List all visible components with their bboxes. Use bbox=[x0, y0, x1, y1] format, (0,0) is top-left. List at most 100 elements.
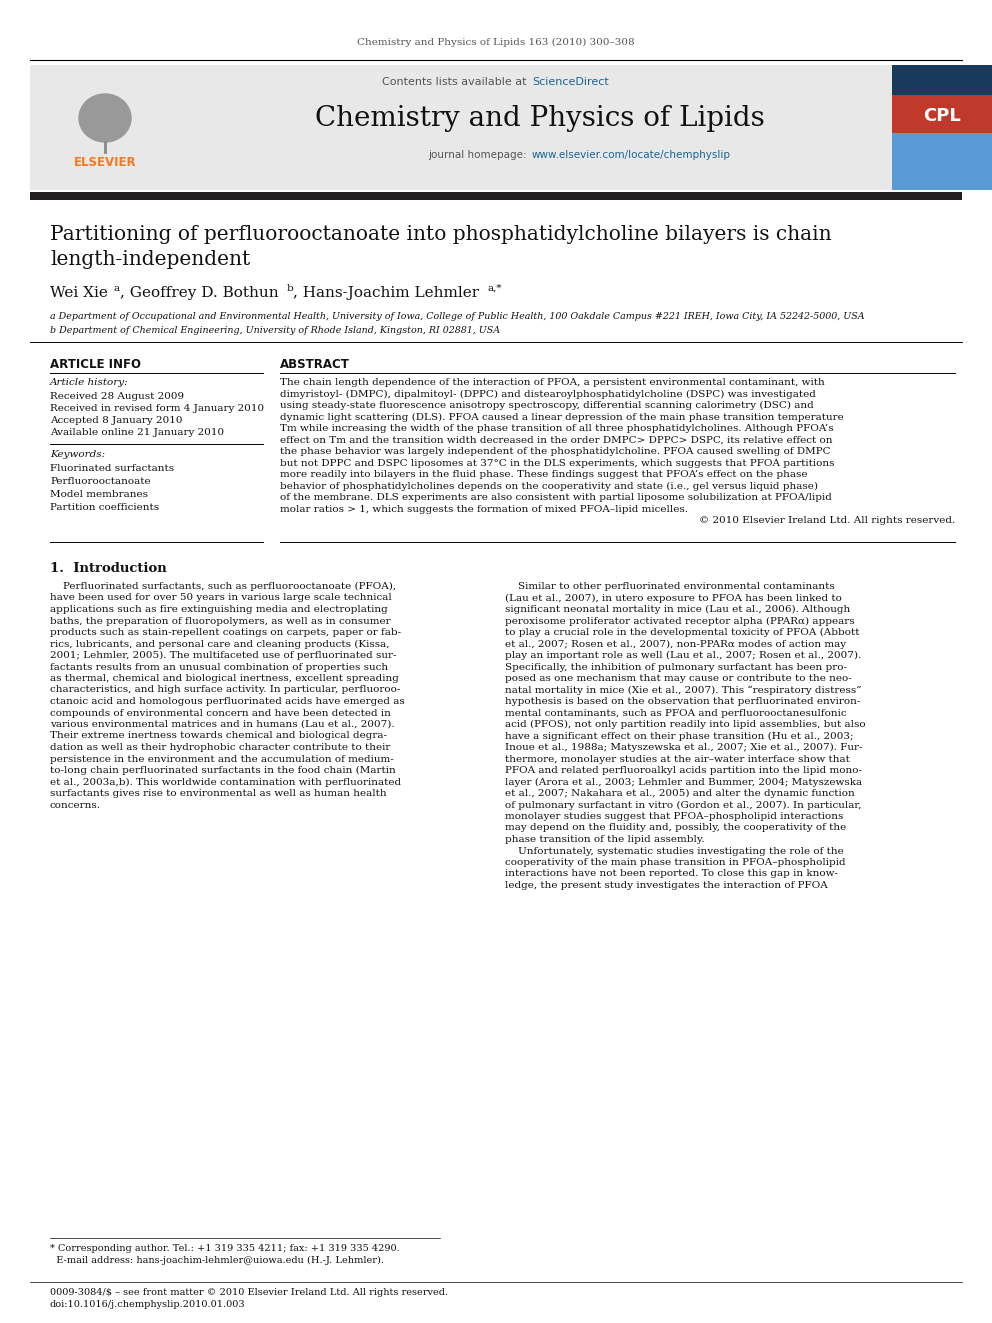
Text: concerns.: concerns. bbox=[50, 800, 101, 810]
Text: a,*: a,* bbox=[488, 284, 503, 292]
Text: products such as stain-repellent coatings on carpets, paper or fab-: products such as stain-repellent coating… bbox=[50, 628, 401, 636]
Text: ARTICLE INFO: ARTICLE INFO bbox=[50, 359, 141, 370]
Text: ledge, the present study investigates the interaction of PFOA: ledge, the present study investigates th… bbox=[505, 881, 827, 890]
Text: et al., 2003a,b). This worldwide contamination with perfluorinated: et al., 2003a,b). This worldwide contami… bbox=[50, 778, 401, 787]
Text: * Corresponding author. Tel.: +1 319 335 4211; fax: +1 319 335 4290.: * Corresponding author. Tel.: +1 319 335… bbox=[50, 1244, 400, 1253]
Text: rics, lubricants, and personal care and cleaning products (Kissa,: rics, lubricants, and personal care and … bbox=[50, 639, 390, 648]
FancyBboxPatch shape bbox=[892, 95, 992, 134]
Text: compounds of environmental concern and have been detected in: compounds of environmental concern and h… bbox=[50, 709, 391, 717]
Text: have been used for over 50 years in various large scale technical: have been used for over 50 years in vari… bbox=[50, 594, 392, 602]
Text: CPL: CPL bbox=[924, 107, 961, 124]
FancyBboxPatch shape bbox=[892, 65, 992, 191]
Text: as thermal, chemical and biological inertness, excellent spreading: as thermal, chemical and biological iner… bbox=[50, 673, 399, 683]
Text: thermore, monolayer studies at the air–water interface show that: thermore, monolayer studies at the air–w… bbox=[505, 754, 850, 763]
Text: 0009-3084/$ – see front matter © 2010 Elsevier Ireland Ltd. All rights reserved.: 0009-3084/$ – see front matter © 2010 El… bbox=[50, 1289, 448, 1297]
Text: E-mail address: hans-joachim-lehmler@uiowa.edu (H.-J. Lehmler).: E-mail address: hans-joachim-lehmler@uio… bbox=[50, 1256, 384, 1265]
Text: significant neonatal mortality in mice (Lau et al., 2006). Although: significant neonatal mortality in mice (… bbox=[505, 605, 850, 614]
Text: et al., 2007; Nakahara et al., 2005) and alter the dynamic function: et al., 2007; Nakahara et al., 2005) and… bbox=[505, 789, 855, 798]
Text: Chemistry and Physics of Lipids 163 (2010) 300–308: Chemistry and Physics of Lipids 163 (201… bbox=[357, 37, 635, 46]
Text: Perfluorooctanoate: Perfluorooctanoate bbox=[50, 478, 151, 486]
Text: more readily into bilayers in the fluid phase. These findings suggest that PFOA’: more readily into bilayers in the fluid … bbox=[280, 470, 807, 479]
Text: layer (Arora et al., 2003; Lehmler and Bummer, 2004; Matyszewska: layer (Arora et al., 2003; Lehmler and B… bbox=[505, 778, 862, 787]
Text: ctanoic acid and homologous perfluorinated acids have emerged as: ctanoic acid and homologous perfluorinat… bbox=[50, 697, 405, 706]
Text: , Hans-Joachim Lehmler: , Hans-Joachim Lehmler bbox=[293, 286, 479, 300]
Text: dation as well as their hydrophobic character contribute to their: dation as well as their hydrophobic char… bbox=[50, 744, 391, 751]
Text: Model membranes: Model membranes bbox=[50, 490, 148, 499]
Text: the phase behavior was largely independent of the phosphatidylcholine. PFOA caus: the phase behavior was largely independe… bbox=[280, 447, 830, 456]
Text: mental contaminants, such as PFOA and perfluorooctanesulfonic: mental contaminants, such as PFOA and pe… bbox=[505, 709, 846, 717]
Text: interactions have not been reported. To close this gap in know-: interactions have not been reported. To … bbox=[505, 869, 838, 878]
Text: have a significant effect on their phase transition (Hu et al., 2003;: have a significant effect on their phase… bbox=[505, 732, 853, 741]
Text: natal mortality in mice (Xie et al., 2007). This “respiratory distress”: natal mortality in mice (Xie et al., 200… bbox=[505, 685, 862, 695]
FancyBboxPatch shape bbox=[892, 134, 992, 191]
Text: baths, the preparation of fluoropolymers, as well as in consumer: baths, the preparation of fluoropolymers… bbox=[50, 617, 391, 626]
Text: Chemistry and Physics of Lipids: Chemistry and Physics of Lipids bbox=[315, 105, 765, 131]
Text: Tm while increasing the width of the phase transition of all three phosphatidylc: Tm while increasing the width of the pha… bbox=[280, 423, 833, 433]
Text: but not DPPC and DSPC liposomes at 37°C in the DLS experiments, which suggests t: but not DPPC and DSPC liposomes at 37°C … bbox=[280, 459, 834, 467]
Text: of the membrane. DLS experiments are also consistent with partial liposome solub: of the membrane. DLS experiments are als… bbox=[280, 493, 832, 501]
Text: Their extreme inertness towards chemical and biological degra-: Their extreme inertness towards chemical… bbox=[50, 732, 387, 741]
Text: posed as one mechanism that may cause or contribute to the neo-: posed as one mechanism that may cause or… bbox=[505, 673, 852, 683]
Text: monolayer studies suggest that PFOA–phospholipid interactions: monolayer studies suggest that PFOA–phos… bbox=[505, 812, 843, 822]
Text: b Department of Chemical Engineering, University of Rhode Island, Kingston, RI 0: b Department of Chemical Engineering, Un… bbox=[50, 325, 500, 335]
FancyBboxPatch shape bbox=[30, 192, 962, 200]
Text: effect on Tm and the transition width decreased in the order DMPC> DPPC> DSPC, i: effect on Tm and the transition width de… bbox=[280, 435, 832, 445]
Text: Keywords:: Keywords: bbox=[50, 450, 105, 459]
Text: Received in revised form 4 January 2010: Received in revised form 4 January 2010 bbox=[50, 404, 264, 413]
Text: phase transition of the lipid assembly.: phase transition of the lipid assembly. bbox=[505, 835, 704, 844]
Text: a: a bbox=[114, 284, 120, 292]
Text: 1.  Introduction: 1. Introduction bbox=[50, 562, 167, 576]
Text: dynamic light scattering (DLS). PFOA caused a linear depression of the main phas: dynamic light scattering (DLS). PFOA cau… bbox=[280, 413, 844, 422]
Text: acid (PFOS), not only partition readily into lipid assemblies, but also: acid (PFOS), not only partition readily … bbox=[505, 720, 866, 729]
Text: ScienceDirect: ScienceDirect bbox=[532, 77, 609, 87]
Text: www.elsevier.com/locate/chemphyslip: www.elsevier.com/locate/chemphyslip bbox=[532, 149, 731, 160]
Text: Partition coefficients: Partition coefficients bbox=[50, 503, 159, 512]
Text: hypothesis is based on the observation that perfluorinated environ-: hypothesis is based on the observation t… bbox=[505, 697, 860, 706]
Text: to-long chain perfluorinated surfactants in the food chain (Martin: to-long chain perfluorinated surfactants… bbox=[50, 766, 396, 775]
Text: Partitioning of perfluorooctanoate into phosphatidylcholine bilayers is chain: Partitioning of perfluorooctanoate into … bbox=[50, 225, 831, 243]
Text: various environmental matrices and in humans (Lau et al., 2007).: various environmental matrices and in hu… bbox=[50, 720, 395, 729]
Text: Wei Xie: Wei Xie bbox=[50, 286, 108, 300]
Text: , Geoffrey D. Bothun: , Geoffrey D. Bothun bbox=[120, 286, 279, 300]
Text: b: b bbox=[287, 284, 294, 292]
Text: of pulmonary surfactant in vitro (Gordon et al., 2007). In particular,: of pulmonary surfactant in vitro (Gordon… bbox=[505, 800, 861, 810]
Text: characteristics, and high surface activity. In particular, perfluoroo-: characteristics, and high surface activi… bbox=[50, 685, 401, 695]
Text: Unfortunately, systematic studies investigating the role of the: Unfortunately, systematic studies invest… bbox=[505, 847, 844, 856]
Text: to play a crucial role in the developmental toxicity of PFOA (Abbott: to play a crucial role in the developmen… bbox=[505, 628, 859, 638]
Text: persistence in the environment and the accumulation of medium-: persistence in the environment and the a… bbox=[50, 754, 394, 763]
Ellipse shape bbox=[79, 94, 131, 142]
Text: applications such as fire extinguishing media and electroplating: applications such as fire extinguishing … bbox=[50, 605, 388, 614]
Text: Perfluorinated surfactants, such as perfluorooctanoate (PFOA),: Perfluorinated surfactants, such as perf… bbox=[50, 582, 396, 591]
Text: behavior of phosphatidylcholines depends on the cooperativity and state (i.e., g: behavior of phosphatidylcholines depends… bbox=[280, 482, 818, 491]
Text: ELSEVIER: ELSEVIER bbox=[73, 156, 136, 169]
Text: may depend on the fluidity and, possibly, the cooperativity of the: may depend on the fluidity and, possibly… bbox=[505, 823, 846, 832]
Text: Article history:: Article history: bbox=[50, 378, 129, 388]
Text: using steady-state fluorescence anisotropy spectroscopy, differential scanning c: using steady-state fluorescence anisotro… bbox=[280, 401, 813, 410]
Text: ABSTRACT: ABSTRACT bbox=[280, 359, 350, 370]
Text: (Lau et al., 2007), in utero exposure to PFOA has been linked to: (Lau et al., 2007), in utero exposure to… bbox=[505, 594, 842, 602]
Text: PFOA and related perfluoroalkyl acids partition into the lipid mono-: PFOA and related perfluoroalkyl acids pa… bbox=[505, 766, 862, 775]
Text: length-independent: length-independent bbox=[50, 250, 250, 269]
Text: surfactants gives rise to environmental as well as human health: surfactants gives rise to environmental … bbox=[50, 789, 387, 798]
Text: Contents lists available at: Contents lists available at bbox=[382, 77, 530, 87]
Text: peroxisome proliferator activated receptor alpha (PPARα) appears: peroxisome proliferator activated recept… bbox=[505, 617, 855, 626]
Text: molar ratios > 1, which suggests the formation of mixed PFOA–lipid micelles.: molar ratios > 1, which suggests the for… bbox=[280, 504, 688, 513]
Text: 2001; Lehmler, 2005). The multifaceted use of perfluorinated sur-: 2001; Lehmler, 2005). The multifaceted u… bbox=[50, 651, 397, 660]
Text: et al., 2007; Rosen et al., 2007), non-PPARα modes of action may: et al., 2007; Rosen et al., 2007), non-P… bbox=[505, 639, 846, 648]
Text: dimyristoyl- (DMPC), dipalmitoyl- (DPPC) and distearoylphosphatidylcholine (DSPC: dimyristoyl- (DMPC), dipalmitoyl- (DPPC)… bbox=[280, 389, 815, 398]
Text: Received 28 August 2009: Received 28 August 2009 bbox=[50, 392, 185, 401]
FancyBboxPatch shape bbox=[30, 65, 892, 191]
Text: Similar to other perfluorinated environmental contaminants: Similar to other perfluorinated environm… bbox=[505, 582, 834, 591]
Text: journal homepage:: journal homepage: bbox=[429, 149, 530, 160]
Text: play an important role as well (Lau et al., 2007; Rosen et al., 2007).: play an important role as well (Lau et a… bbox=[505, 651, 861, 660]
Text: © 2010 Elsevier Ireland Ltd. All rights reserved.: © 2010 Elsevier Ireland Ltd. All rights … bbox=[698, 516, 955, 525]
Text: cooperativity of the main phase transition in PFOA–phospholipid: cooperativity of the main phase transiti… bbox=[505, 859, 845, 867]
Text: Available online 21 January 2010: Available online 21 January 2010 bbox=[50, 429, 224, 437]
Text: Specifically, the inhibition of pulmonary surfactant has been pro-: Specifically, the inhibition of pulmonar… bbox=[505, 663, 847, 672]
Text: Accepted 8 January 2010: Accepted 8 January 2010 bbox=[50, 415, 183, 425]
Text: The chain length dependence of the interaction of PFOA, a persistent environment: The chain length dependence of the inter… bbox=[280, 378, 824, 388]
Text: factants results from an unusual combination of properties such: factants results from an unusual combina… bbox=[50, 663, 388, 672]
Text: Inoue et al., 1988a; Matyszewska et al., 2007; Xie et al., 2007). Fur-: Inoue et al., 1988a; Matyszewska et al.,… bbox=[505, 744, 862, 751]
Text: Fluorinated surfactants: Fluorinated surfactants bbox=[50, 464, 175, 474]
Text: a Department of Occupational and Environmental Health, University of Iowa, Colle: a Department of Occupational and Environ… bbox=[50, 312, 865, 321]
